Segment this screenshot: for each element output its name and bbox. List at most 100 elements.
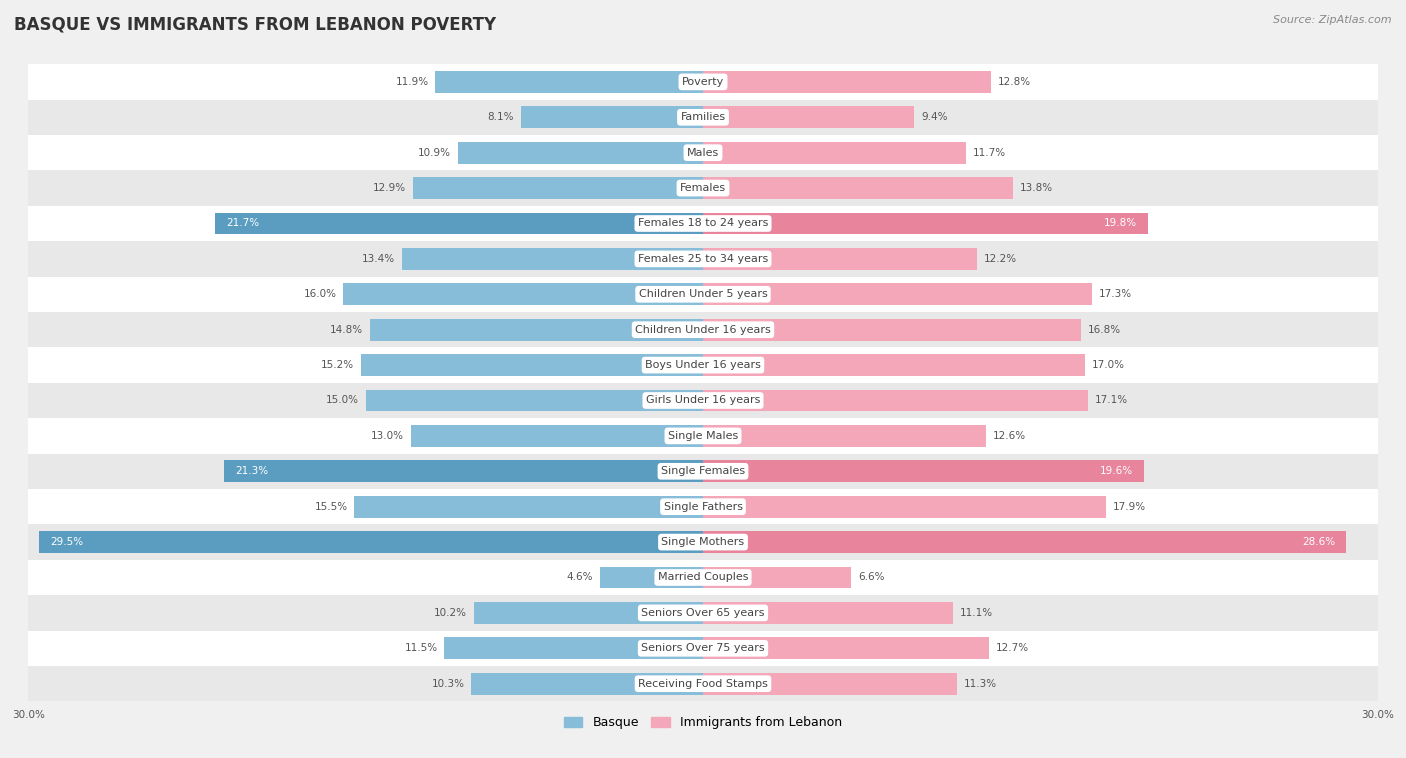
Bar — [354, 496, 703, 518]
Bar — [28, 666, 1378, 701]
Text: Single Males: Single Males — [668, 431, 738, 441]
Bar — [458, 142, 703, 164]
Text: 6.6%: 6.6% — [858, 572, 884, 582]
Text: 19.6%: 19.6% — [1099, 466, 1133, 476]
Text: Boys Under 16 years: Boys Under 16 years — [645, 360, 761, 370]
Bar — [411, 425, 703, 447]
Bar — [703, 602, 953, 624]
Legend: Basque, Immigrants from Lebanon: Basque, Immigrants from Lebanon — [558, 711, 848, 735]
Bar — [215, 212, 703, 234]
Bar — [703, 425, 987, 447]
Bar — [28, 205, 1378, 241]
Bar — [703, 283, 1092, 305]
Text: 12.2%: 12.2% — [984, 254, 1018, 264]
Bar — [599, 566, 703, 588]
Text: Girls Under 16 years: Girls Under 16 years — [645, 396, 761, 406]
Text: 21.7%: 21.7% — [226, 218, 259, 228]
Text: 10.9%: 10.9% — [418, 148, 451, 158]
Bar — [28, 595, 1378, 631]
Bar — [703, 248, 977, 270]
Bar — [413, 177, 703, 199]
Text: Children Under 5 years: Children Under 5 years — [638, 290, 768, 299]
Text: 28.6%: 28.6% — [1302, 537, 1336, 547]
Text: 17.9%: 17.9% — [1112, 502, 1146, 512]
Bar — [703, 566, 852, 588]
Text: Children Under 16 years: Children Under 16 years — [636, 324, 770, 335]
Bar — [28, 631, 1378, 666]
Bar — [28, 525, 1378, 560]
Text: Single Fathers: Single Fathers — [664, 502, 742, 512]
Bar — [444, 637, 703, 659]
Bar — [28, 135, 1378, 171]
Bar — [28, 453, 1378, 489]
Text: Married Couples: Married Couples — [658, 572, 748, 582]
Text: Families: Families — [681, 112, 725, 122]
Bar — [703, 390, 1088, 412]
Bar — [402, 248, 703, 270]
Text: 13.8%: 13.8% — [1021, 183, 1053, 193]
Bar — [703, 460, 1144, 482]
Text: 4.6%: 4.6% — [567, 572, 593, 582]
Text: 17.1%: 17.1% — [1094, 396, 1128, 406]
Text: 11.9%: 11.9% — [395, 77, 429, 87]
Text: 12.6%: 12.6% — [993, 431, 1026, 441]
Bar — [471, 673, 703, 694]
Text: 15.5%: 15.5% — [315, 502, 347, 512]
Text: Source: ZipAtlas.com: Source: ZipAtlas.com — [1274, 15, 1392, 25]
Bar — [703, 212, 1149, 234]
Text: Receiving Food Stamps: Receiving Food Stamps — [638, 678, 768, 689]
Text: 11.5%: 11.5% — [405, 644, 437, 653]
Bar — [224, 460, 703, 482]
Text: Males: Males — [688, 148, 718, 158]
Text: 12.7%: 12.7% — [995, 644, 1029, 653]
Bar — [28, 347, 1378, 383]
Text: 13.4%: 13.4% — [361, 254, 395, 264]
Bar — [703, 637, 988, 659]
Bar — [436, 71, 703, 93]
Bar — [703, 71, 991, 93]
Bar — [343, 283, 703, 305]
Bar — [703, 673, 957, 694]
Bar — [39, 531, 703, 553]
Bar — [28, 560, 1378, 595]
Text: 16.8%: 16.8% — [1088, 324, 1121, 335]
Text: 16.0%: 16.0% — [304, 290, 336, 299]
Text: 13.0%: 13.0% — [371, 431, 404, 441]
Bar — [520, 106, 703, 128]
Text: 15.2%: 15.2% — [321, 360, 354, 370]
Text: 15.0%: 15.0% — [326, 396, 359, 406]
Bar — [361, 354, 703, 376]
Bar — [370, 318, 703, 340]
Text: 29.5%: 29.5% — [51, 537, 84, 547]
Text: Females 18 to 24 years: Females 18 to 24 years — [638, 218, 768, 228]
Bar — [703, 142, 966, 164]
Bar — [28, 171, 1378, 205]
Text: 12.8%: 12.8% — [998, 77, 1031, 87]
Bar — [28, 277, 1378, 312]
Text: 11.7%: 11.7% — [973, 148, 1007, 158]
Bar — [703, 318, 1081, 340]
Bar — [703, 496, 1105, 518]
Text: 9.4%: 9.4% — [921, 112, 948, 122]
Bar — [28, 241, 1378, 277]
Bar — [474, 602, 703, 624]
Text: 14.8%: 14.8% — [330, 324, 363, 335]
Text: 10.2%: 10.2% — [434, 608, 467, 618]
Text: 17.0%: 17.0% — [1092, 360, 1125, 370]
Text: 10.3%: 10.3% — [432, 678, 464, 689]
Text: Single Females: Single Females — [661, 466, 745, 476]
Text: BASQUE VS IMMIGRANTS FROM LEBANON POVERTY: BASQUE VS IMMIGRANTS FROM LEBANON POVERT… — [14, 15, 496, 33]
Bar — [28, 489, 1378, 525]
Text: 11.1%: 11.1% — [959, 608, 993, 618]
Bar — [703, 354, 1085, 376]
Bar — [366, 390, 703, 412]
Text: Females 25 to 34 years: Females 25 to 34 years — [638, 254, 768, 264]
Text: Single Mothers: Single Mothers — [661, 537, 745, 547]
Text: Females: Females — [681, 183, 725, 193]
Bar — [28, 418, 1378, 453]
Bar — [28, 312, 1378, 347]
Text: 17.3%: 17.3% — [1099, 290, 1132, 299]
Text: Seniors Over 75 years: Seniors Over 75 years — [641, 644, 765, 653]
Bar — [28, 64, 1378, 99]
Text: 11.3%: 11.3% — [965, 678, 997, 689]
